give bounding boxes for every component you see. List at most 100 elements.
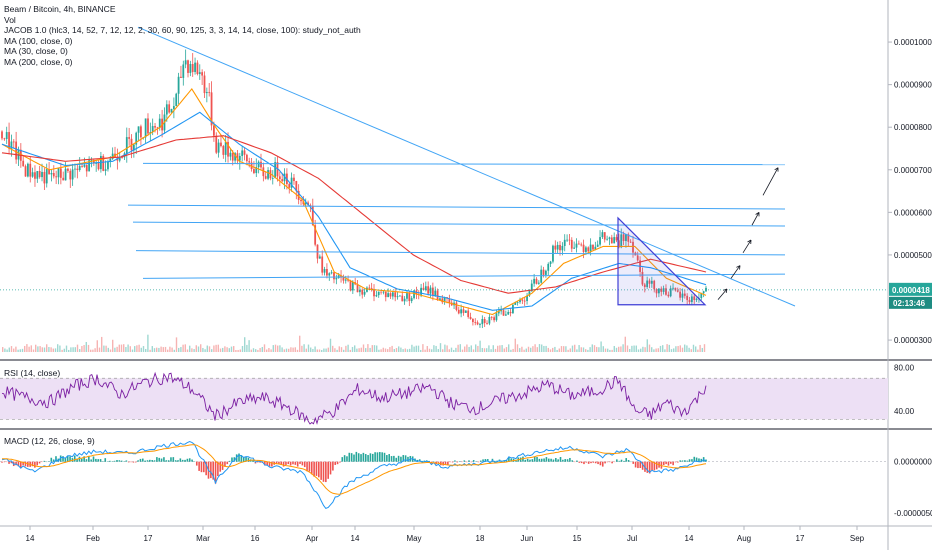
- volume-bar: [127, 344, 129, 352]
- volume-bar: [384, 348, 387, 352]
- rsi-line: [1, 371, 707, 425]
- volume-bar: [83, 345, 85, 352]
- candle-body: [375, 295, 378, 297]
- volume-bar: [321, 349, 323, 352]
- candle-body: [575, 243, 578, 248]
- candle-body: [587, 247, 590, 252]
- macd-histogram-bar: [447, 461, 449, 465]
- volume-bar: [200, 344, 202, 352]
- candle-body: [224, 141, 227, 155]
- volume-bar: [336, 349, 338, 352]
- volume-bar: [61, 349, 63, 352]
- candle-body: [347, 279, 350, 281]
- macd-histogram-bar: [667, 461, 670, 466]
- macd-histogram-bar: [618, 460, 620, 462]
- macd-histogram-bar: [151, 460, 153, 462]
- candle-body: [349, 280, 352, 291]
- candle-body: [330, 272, 333, 274]
- candle-body: [351, 282, 354, 291]
- macd-histogram-bar: [144, 460, 146, 462]
- candle-body: [208, 92, 211, 93]
- macd-histogram-bar: [167, 460, 170, 462]
- macd-histogram-bar: [545, 457, 548, 462]
- volume-bar: [600, 341, 602, 352]
- candle-body: [481, 318, 484, 325]
- candle-body: [646, 280, 649, 287]
- candle-body: [318, 256, 321, 259]
- volume-bar: [637, 349, 640, 352]
- volume-bar: [345, 345, 347, 352]
- volume-bar: [316, 349, 318, 352]
- candle-body: [483, 318, 486, 323]
- candle-body: [549, 261, 552, 264]
- macd-histogram-bar: [85, 459, 88, 462]
- macd-histogram-bar: [90, 459, 92, 462]
- candle-body: [241, 150, 244, 156]
- volume-bar: [228, 348, 230, 352]
- macd-histogram-bar: [170, 457, 172, 462]
- candle-body: [610, 237, 613, 244]
- candle-body: [238, 155, 241, 161]
- candle-body: [74, 168, 76, 170]
- candle-body: [328, 273, 331, 276]
- macd-histogram-bar: [287, 461, 290, 465]
- candle-body: [314, 225, 317, 245]
- macd-histogram-bar: [597, 461, 599, 465]
- volume-bar: [629, 348, 631, 352]
- volume-bar: [48, 347, 50, 352]
- candle-body: [215, 135, 218, 153]
- candle-body: [34, 172, 36, 179]
- macd-histogram-bar: [698, 458, 700, 462]
- macd-histogram-bar: [219, 461, 222, 472]
- volume-bar: [362, 344, 365, 352]
- candle-body: [608, 237, 611, 239]
- candle-body: [24, 166, 27, 177]
- macd-histogram-bar: [181, 459, 184, 462]
- candle-body: [674, 287, 677, 291]
- macd-histogram-bar: [407, 456, 409, 462]
- volume-bar: [675, 346, 677, 352]
- candle-body: [168, 104, 171, 113]
- volume-bar: [131, 349, 134, 352]
- volume-bar: [571, 345, 574, 352]
- volume-bar: [411, 344, 413, 352]
- macd-histogram-bar: [59, 455, 62, 462]
- candle-body: [507, 311, 510, 315]
- macd-histogram-bar: [172, 457, 175, 462]
- macd-histogram-bar: [468, 460, 470, 462]
- volume-bar: [455, 347, 457, 352]
- macd-histogram-bar: [693, 456, 696, 462]
- macd-histogram-bar: [306, 461, 308, 472]
- volume-bar: [549, 349, 552, 352]
- candle-body: [297, 190, 300, 200]
- candle-body: [293, 177, 295, 182]
- candle-body: [424, 286, 427, 290]
- volume-bar: [376, 345, 378, 352]
- volume-bar: [299, 335, 301, 352]
- candle-body: [67, 168, 69, 171]
- volume-bar: [604, 348, 607, 352]
- volume-bar: [270, 349, 272, 352]
- volume-bar: [435, 345, 437, 352]
- candle-body: [394, 292, 397, 298]
- volume-bar: [679, 345, 681, 352]
- time-axis-label: Mar: [196, 534, 210, 543]
- volume-bar: [175, 337, 178, 352]
- volume-bar: [79, 349, 81, 352]
- macd-histogram-bar: [200, 461, 203, 473]
- candle-body: [490, 316, 493, 318]
- macd-histogram-bar: [322, 461, 325, 482]
- volume-bar: [224, 346, 226, 352]
- macd-histogram-bar: [540, 458, 543, 462]
- macd-histogram-bar: [188, 458, 191, 462]
- volume-bar: [404, 348, 406, 352]
- candle-body: [83, 165, 86, 167]
- macd-histogram-bar: [15, 461, 17, 466]
- legend-indicator-ma100: MA (100, close, 0): [4, 35, 73, 46]
- candle-body: [154, 126, 156, 128]
- volume-bar: [334, 348, 336, 352]
- candle-body: [653, 280, 656, 290]
- volume-bar: [607, 348, 609, 352]
- volume-bar: [618, 346, 620, 352]
